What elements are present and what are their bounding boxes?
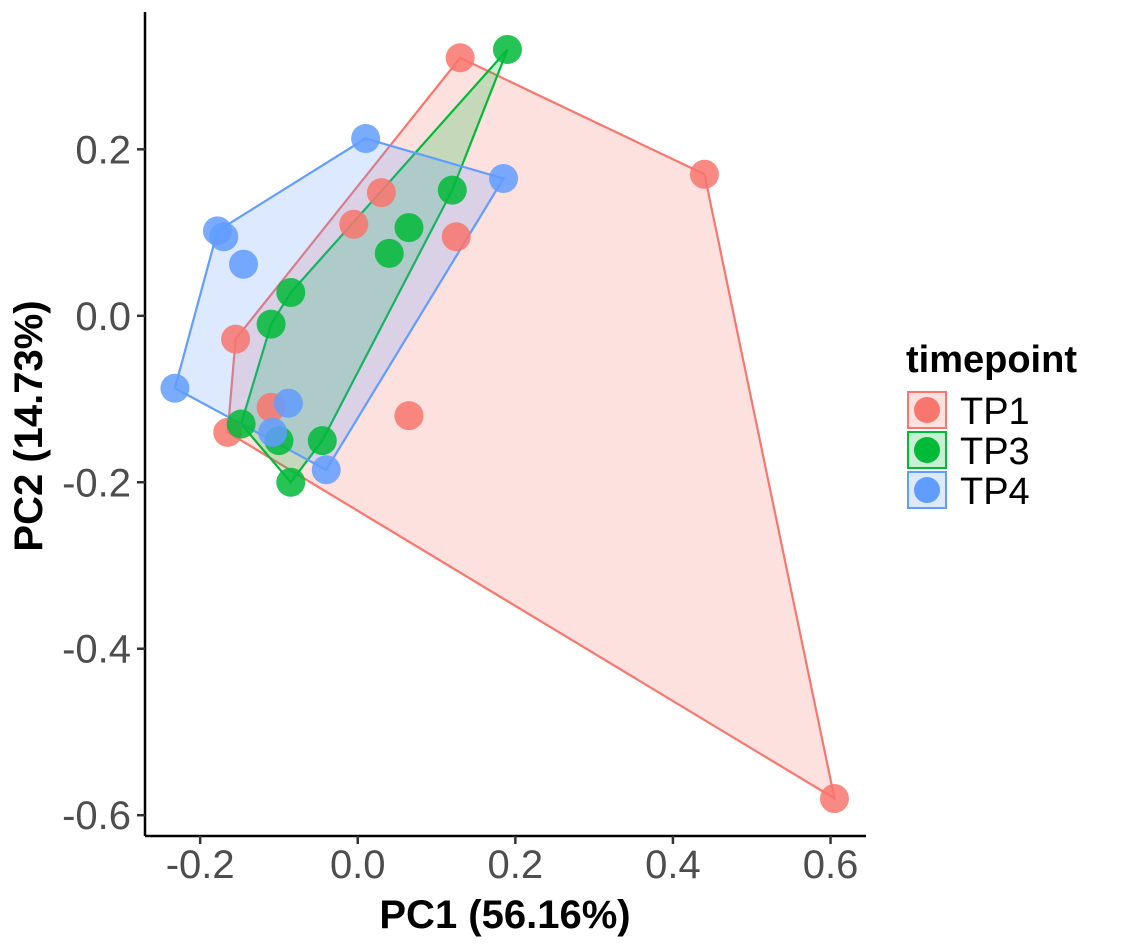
point-tp1-3 [819, 784, 849, 814]
point-tp1-9 [394, 401, 424, 431]
point-tp1-8 [441, 222, 471, 252]
point-tp1-2 [689, 159, 719, 189]
x-tick-label: 0.6 [803, 843, 859, 887]
point-tp3-3 [394, 213, 424, 243]
point-tp4-2 [489, 163, 519, 193]
x-axis-title: PC1 (56.16%) [379, 893, 630, 937]
point-tp4-7 [273, 388, 303, 418]
x-tick-label: 0.4 [645, 843, 701, 887]
legend-dot-tp3 [914, 437, 940, 463]
legend-label-tp3: TP3 [960, 431, 1030, 473]
y-tick-label: -0.2 [62, 461, 131, 505]
point-tp4-4 [209, 222, 239, 252]
point-tp1-6 [339, 209, 369, 239]
point-tp3-9 [307, 426, 337, 456]
y-ticks: 0.2 0.0 -0.2 -0.4 -0.6 [62, 128, 145, 838]
point-tp4-1 [351, 124, 381, 154]
point-tp3-6 [256, 309, 286, 339]
point-tp3-5 [276, 277, 306, 307]
y-tick-label: -0.4 [62, 628, 131, 672]
point-tp3-2 [437, 175, 467, 205]
point-tp3-10 [276, 467, 306, 497]
point-tp1-1 [445, 43, 475, 73]
x-tick-label: -0.2 [166, 843, 235, 887]
point-tp3-4 [374, 238, 404, 268]
point-tp4-6 [160, 373, 190, 403]
point-tp4-5 [228, 249, 258, 279]
y-axis-title: PC2 (14.73%) [7, 300, 51, 551]
point-tp3-7 [226, 409, 256, 439]
legend-dot-tp1 [914, 397, 940, 423]
point-tp4-8 [258, 417, 288, 447]
legend-title: timepoint [906, 339, 1077, 381]
legend-entry-tp3: TP3 [907, 431, 1030, 473]
legend-label-tp4: TP4 [960, 471, 1030, 513]
legend-entry-tp4: TP4 [907, 471, 1030, 513]
x-ticks: -0.2 0.0 0.2 0.4 0.6 [166, 836, 859, 887]
y-tick-label: 0.2 [75, 128, 131, 172]
point-tp3-1 [492, 34, 522, 64]
legend-label-tp1: TP1 [960, 391, 1030, 433]
x-tick-label: 0.0 [330, 843, 386, 887]
points-layer [160, 34, 849, 814]
point-tp1-7 [366, 178, 396, 208]
legend-entry-tp1: TP1 [907, 391, 1030, 433]
point-tp4-9 [311, 455, 341, 485]
y-tick-label: -0.6 [62, 794, 131, 838]
point-tp1-5 [221, 324, 251, 354]
y-tick-label: 0.0 [75, 295, 131, 339]
x-tick-label: 0.2 [488, 843, 544, 887]
legend-dot-tp4 [914, 477, 940, 503]
